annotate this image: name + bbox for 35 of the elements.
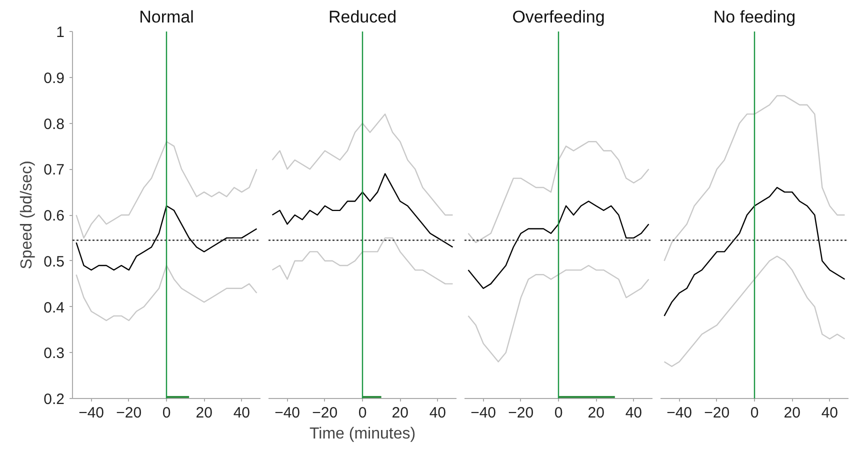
x-axis-title: Time (minutes) [309,426,416,442]
x-tick-label: 40 [625,404,642,422]
x-tick-label: −40 [470,404,496,422]
x-tick-label: 0 [554,404,563,422]
y-tick-label: 0.2 [44,391,65,408]
chart-title: Reduced [328,8,397,26]
chart-title: Normal [139,8,194,26]
x-tick-label: −20 [704,404,730,422]
x-tick-label: −40 [78,404,104,422]
x-tick-label: 40 [429,404,446,422]
x-tick-label: −20 [116,404,142,422]
chart-title: No feeding [713,8,796,26]
y-tick-label: 0.9 [44,70,65,87]
y-tick-label: 0.7 [44,162,65,179]
x-tick-label: 20 [196,404,212,422]
x-tick-label: 0 [750,404,759,422]
y-axis-title: Speed (bd/sec) [18,160,36,270]
x-tick-label: 40 [821,404,838,422]
chart-title: Overfeeding [512,8,605,26]
x-tick-label: 20 [392,404,408,422]
y-tick-label: 0.5 [44,253,65,270]
y-tick-label: 0.6 [44,208,65,224]
y-tick-label: 1 [56,24,64,41]
x-tick-label: −20 [312,404,338,422]
y-tick-label: 0.4 [44,299,65,316]
x-tick-label: −40 [666,404,692,422]
y-tick-label: 0.3 [44,345,65,362]
x-tick-label: 20 [588,404,604,422]
y-tick-label: 0.8 [44,116,65,133]
x-tick-label: 0 [358,404,367,422]
x-tick-label: −20 [508,404,534,422]
x-tick-label: 20 [784,404,800,422]
x-tick-label: 0 [162,404,171,422]
x-tick-label: −40 [274,404,300,422]
x-tick-label: 40 [233,404,250,422]
